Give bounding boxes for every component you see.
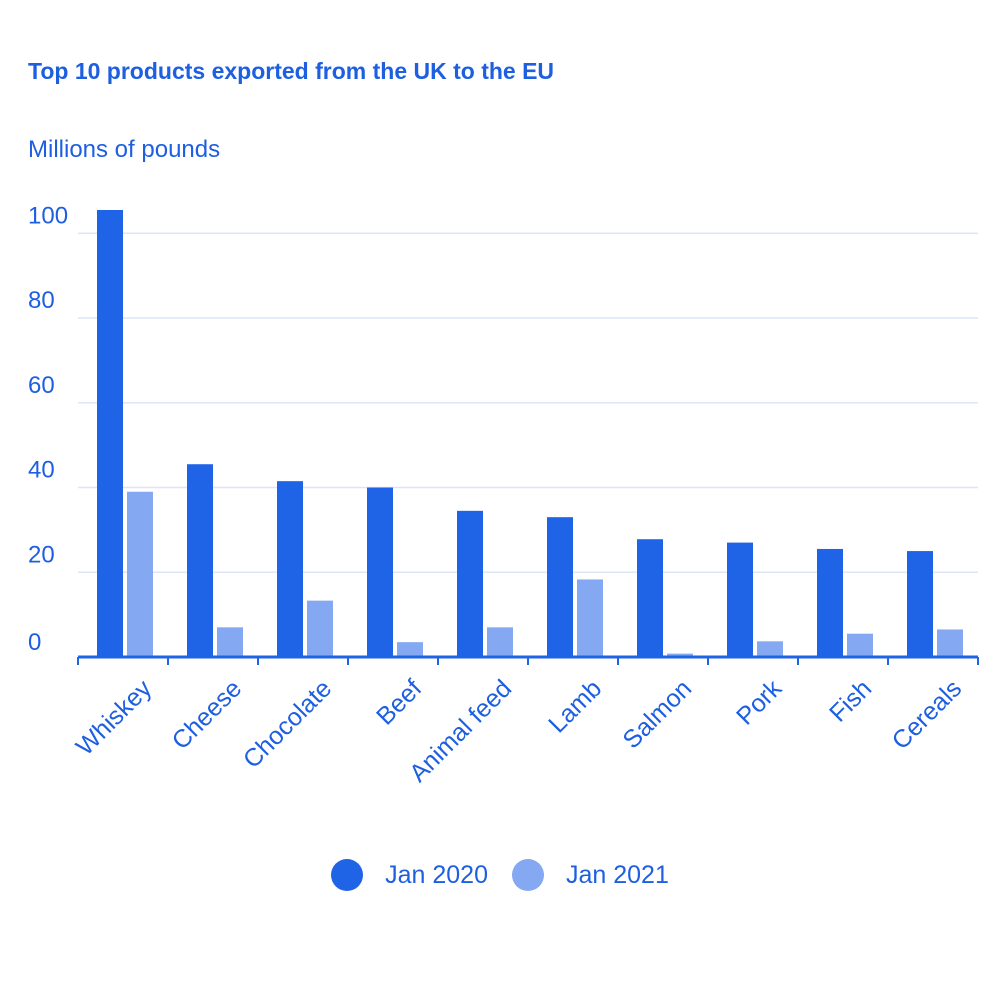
- x-tick-label: Pork: [731, 674, 788, 731]
- y-axis-label: Millions of pounds: [28, 136, 221, 163]
- y-tick-label: 40: [28, 457, 55, 484]
- bar-pork-jan-2020: [727, 542, 753, 657]
- x-tick-label: Whiskey: [71, 674, 158, 761]
- x-tick-label: Cheese: [167, 674, 248, 755]
- bar-whiskey-jan-2021: [127, 491, 153, 657]
- x-tick-label: Chocolate: [238, 674, 337, 773]
- bar-animal-feed-jan-2021: [487, 627, 513, 657]
- bar-whiskey-jan-2020: [97, 210, 123, 657]
- legend-swatch-jan-2020: [331, 859, 364, 891]
- x-tick-label: Fish: [824, 674, 877, 727]
- x-axis: [77, 655, 979, 665]
- bar-salmon-jan-2021: [667, 653, 693, 657]
- bar-cheese-jan-2020: [187, 464, 213, 657]
- bar-beef-jan-2020: [367, 487, 393, 657]
- chart-title: Top 10 products exported from the UK to …: [28, 58, 555, 84]
- x-tick-label: Salmon: [618, 674, 698, 754]
- bar-fish-jan-2020: [817, 548, 843, 657]
- bar-beef-jan-2021: [397, 642, 423, 657]
- legend-item-jan-2020: Jan 2020: [331, 859, 488, 891]
- y-tick-label: 20: [28, 541, 55, 568]
- x-tick-label: Lamb: [543, 674, 607, 738]
- x-tick-label: Beef: [371, 674, 427, 730]
- x-tick-label: Cereals: [887, 674, 968, 755]
- bar-cereals-jan-2021: [937, 629, 963, 657]
- y-tick-label: 60: [28, 372, 55, 399]
- bars: [97, 210, 963, 657]
- bar-animal-feed-jan-2020: [457, 510, 483, 657]
- bar-lamb-jan-2021: [577, 579, 603, 657]
- legend-swatch-jan-2021: [512, 859, 544, 891]
- bar-salmon-jan-2020: [637, 539, 663, 657]
- legend-label-jan-2021: Jan 2021: [566, 860, 669, 889]
- bar-cereals-jan-2020: [907, 551, 933, 657]
- legend-label-jan-2020: Jan 2020: [385, 860, 488, 889]
- legend: Jan 2020 Jan 2021: [0, 855, 1000, 895]
- legend-item-jan-2021: Jan 2021: [512, 859, 669, 891]
- bar-fish-jan-2021: [847, 633, 873, 657]
- bar-cheese-jan-2021: [217, 627, 243, 657]
- gridlines: [78, 232, 978, 574]
- y-tick-labels: 0 20 40 60 80 100: [28, 202, 68, 656]
- y-tick-label: 100: [28, 202, 68, 229]
- bar-lamb-jan-2020: [547, 517, 573, 657]
- y-tick-label: 80: [28, 287, 55, 314]
- bar-chocolate-jan-2020: [277, 481, 303, 657]
- bar-chocolate-jan-2021: [307, 600, 333, 657]
- bar-pork-jan-2021: [757, 641, 783, 657]
- y-tick-label: 0: [28, 629, 41, 656]
